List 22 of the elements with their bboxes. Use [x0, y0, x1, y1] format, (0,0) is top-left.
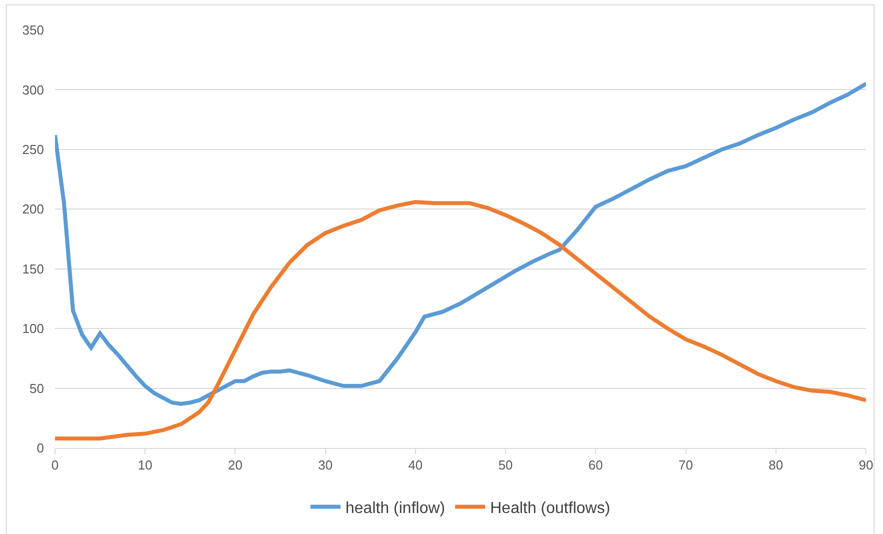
x-tick-label: 50: [498, 458, 513, 473]
line-series: [55, 82, 866, 406]
legend-label: health (inflow): [346, 500, 446, 517]
x-tick-label: 80: [768, 458, 784, 473]
x-tick-label: 10: [138, 458, 152, 473]
y-tick-label: 150: [22, 261, 44, 276]
y-tick-label: 50: [30, 380, 44, 396]
y-tick-label: 250: [22, 142, 44, 157]
x-tick-label: 70: [678, 458, 694, 473]
x-tick-label: 40: [408, 458, 423, 473]
legend-label: Health (outflows): [490, 500, 610, 517]
x-tick-label: 60: [588, 458, 603, 473]
y-tick-label: 350: [22, 22, 44, 38]
line-series: [55, 200, 866, 440]
x-tick-label: 90: [858, 458, 874, 473]
x-tick-label: 0: [51, 458, 59, 473]
y-tick-label: 200: [22, 202, 44, 217]
y-tick-label: 100: [22, 321, 44, 336]
y-tick-label: 300: [22, 82, 44, 98]
x-tick-label: 20: [228, 458, 242, 473]
y-tick-label: 0: [36, 440, 44, 456]
x-tick-label: 30: [318, 458, 333, 473]
